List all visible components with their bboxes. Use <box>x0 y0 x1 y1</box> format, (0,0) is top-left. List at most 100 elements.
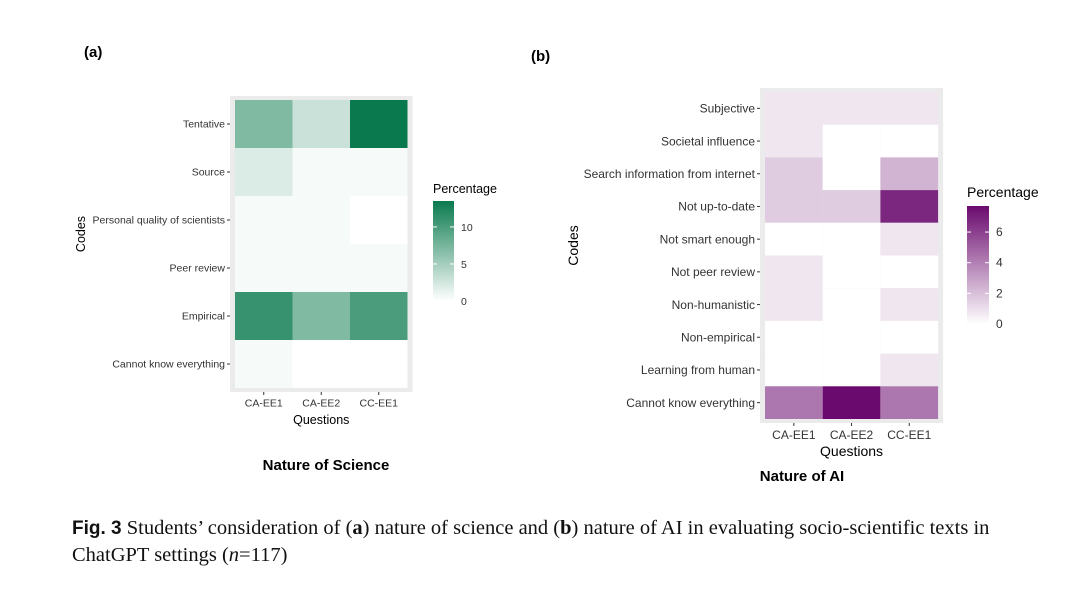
x-axis-title: Questions <box>293 413 349 427</box>
y-tick-label: Not peer review <box>671 265 755 279</box>
heatmap-cell <box>292 340 350 388</box>
heatmap-cell <box>880 320 939 354</box>
y-tick-label: Not smart enough <box>660 232 755 246</box>
heatmap-cell <box>880 386 939 419</box>
legend-tick-label: 5 <box>461 259 467 271</box>
heatmap-cell <box>822 222 881 256</box>
y-tick-label: Tentative <box>183 119 225 131</box>
y-tick-label: Search information from internet <box>584 167 756 181</box>
caption-b: b <box>560 517 572 539</box>
heatmap-cell <box>350 340 408 388</box>
legend-colorbar <box>433 201 454 301</box>
heatmap-cell <box>350 100 408 148</box>
heatmap-cell <box>350 148 408 196</box>
legend-colorbar <box>967 206 989 324</box>
x-tick-label: CC-EE1 <box>887 428 931 442</box>
heatmap-cell <box>880 222 939 256</box>
x-tick-label: CA-EE2 <box>302 398 340 410</box>
heatmap-cell <box>880 353 939 387</box>
y-tick-label: Empirical <box>182 311 225 323</box>
caption-n: n <box>228 544 240 566</box>
legend-tick-label: 2 <box>996 286 1003 300</box>
heatmap-cell <box>822 190 881 223</box>
y-tick-label: Not up-to-date <box>678 200 755 214</box>
heatmap-cell <box>765 92 823 125</box>
heatmap-cell <box>235 196 293 244</box>
y-axis-title: Codes <box>565 225 581 265</box>
heatmap-cell <box>765 386 823 419</box>
chart-title: Nature of AI <box>760 468 844 485</box>
panel-label: (b) <box>531 48 550 65</box>
y-tick-label: Source <box>192 167 225 179</box>
heatmap-cell <box>880 255 939 289</box>
heatmap-cell <box>765 255 823 289</box>
heatmap-cell <box>292 100 350 148</box>
heatmap-cell <box>880 124 939 158</box>
heatmap-cell <box>880 157 939 191</box>
heatmap-cell <box>765 288 823 321</box>
caption-text-1: Students’ consideration of ( <box>121 517 353 539</box>
heatmap-cell <box>822 288 881 321</box>
heatmap-cell <box>822 386 881 419</box>
heatmap-cell <box>822 353 881 387</box>
legend-tick-label: 10 <box>461 222 473 234</box>
heatmap-cell <box>765 190 823 223</box>
heatmap-cell <box>235 340 293 388</box>
heatmap-cell <box>292 148 350 196</box>
y-tick-label: Peer review <box>170 263 226 275</box>
legend-title: Percentage <box>967 184 1039 200</box>
panel-label: (a) <box>84 44 102 61</box>
caption-a: a <box>352 517 363 539</box>
y-tick-label: Subjective <box>700 102 756 116</box>
caption-text-4: =117) <box>239 544 288 566</box>
heatmap-cell <box>765 353 823 387</box>
legend-tick-label: 6 <box>996 225 1003 239</box>
caption-text-2: ) nature of science and ( <box>362 517 561 539</box>
heatmap-cell <box>235 100 293 148</box>
figure-caption: Fig. 3 Students’ consideration of (a) na… <box>72 515 1032 568</box>
legend-tick-label: 4 <box>996 256 1003 270</box>
panel-a-nature-of-science: (a) Tentative Source Personal quality of sc… <box>74 44 497 474</box>
heatmap-cell <box>822 255 881 289</box>
legend-tick-label: 0 <box>996 317 1003 331</box>
y-tick-label: Learning from human <box>641 363 755 377</box>
y-tick-label: Non-empirical <box>681 330 755 344</box>
heatmap-cell <box>880 190 939 223</box>
y-tick-label: Cannot know everything <box>112 359 225 371</box>
legend-tick-label: 0 <box>461 296 467 308</box>
x-tick-label: CA-EE1 <box>772 428 816 442</box>
heatmap-cell <box>350 244 408 292</box>
panel-b-nature-of-ai: (b) Subjective Societal influence Search in… <box>531 48 1039 485</box>
y-tick-label: Societal influence <box>661 134 755 148</box>
y-tick-label: Cannot know everything <box>626 396 755 410</box>
legend-title: Percentage <box>433 182 497 196</box>
heatmap-cell <box>292 244 350 292</box>
heatmap-cell <box>765 222 823 256</box>
x-tick-label: CA-EE1 <box>245 398 283 410</box>
x-tick-label: CC-EE1 <box>359 398 398 410</box>
heatmap-cell <box>822 92 881 125</box>
x-tick-label: CA-EE2 <box>830 428 874 442</box>
heatmap-cell <box>235 244 293 292</box>
heatmap-cell <box>350 196 408 244</box>
caption-label: Fig. 3 <box>72 518 122 539</box>
heatmap-cell <box>350 292 408 340</box>
y-tick-label: Non-humanistic <box>672 298 755 312</box>
heatmap-cell <box>765 124 823 158</box>
y-tick-label: Personal quality of scientists <box>93 215 225 227</box>
heatmap-cell <box>235 292 293 340</box>
heatmap-cell <box>822 320 881 354</box>
chart-title: Nature of Science <box>263 457 390 474</box>
caption-text-3: ) nature of AI in evaluating socio-scien… <box>72 517 990 566</box>
heatmap-cell <box>292 292 350 340</box>
heatmap-cell <box>765 320 823 354</box>
y-axis-title: Codes <box>74 216 88 252</box>
heatmap-cell <box>880 288 939 321</box>
heatmap-cell <box>822 157 881 191</box>
heatmap-cell <box>765 157 823 191</box>
heatmap-cell <box>880 92 939 125</box>
heatmap-cell <box>822 124 881 158</box>
x-axis-title: Questions <box>820 443 883 459</box>
heatmap-cell <box>235 148 293 196</box>
